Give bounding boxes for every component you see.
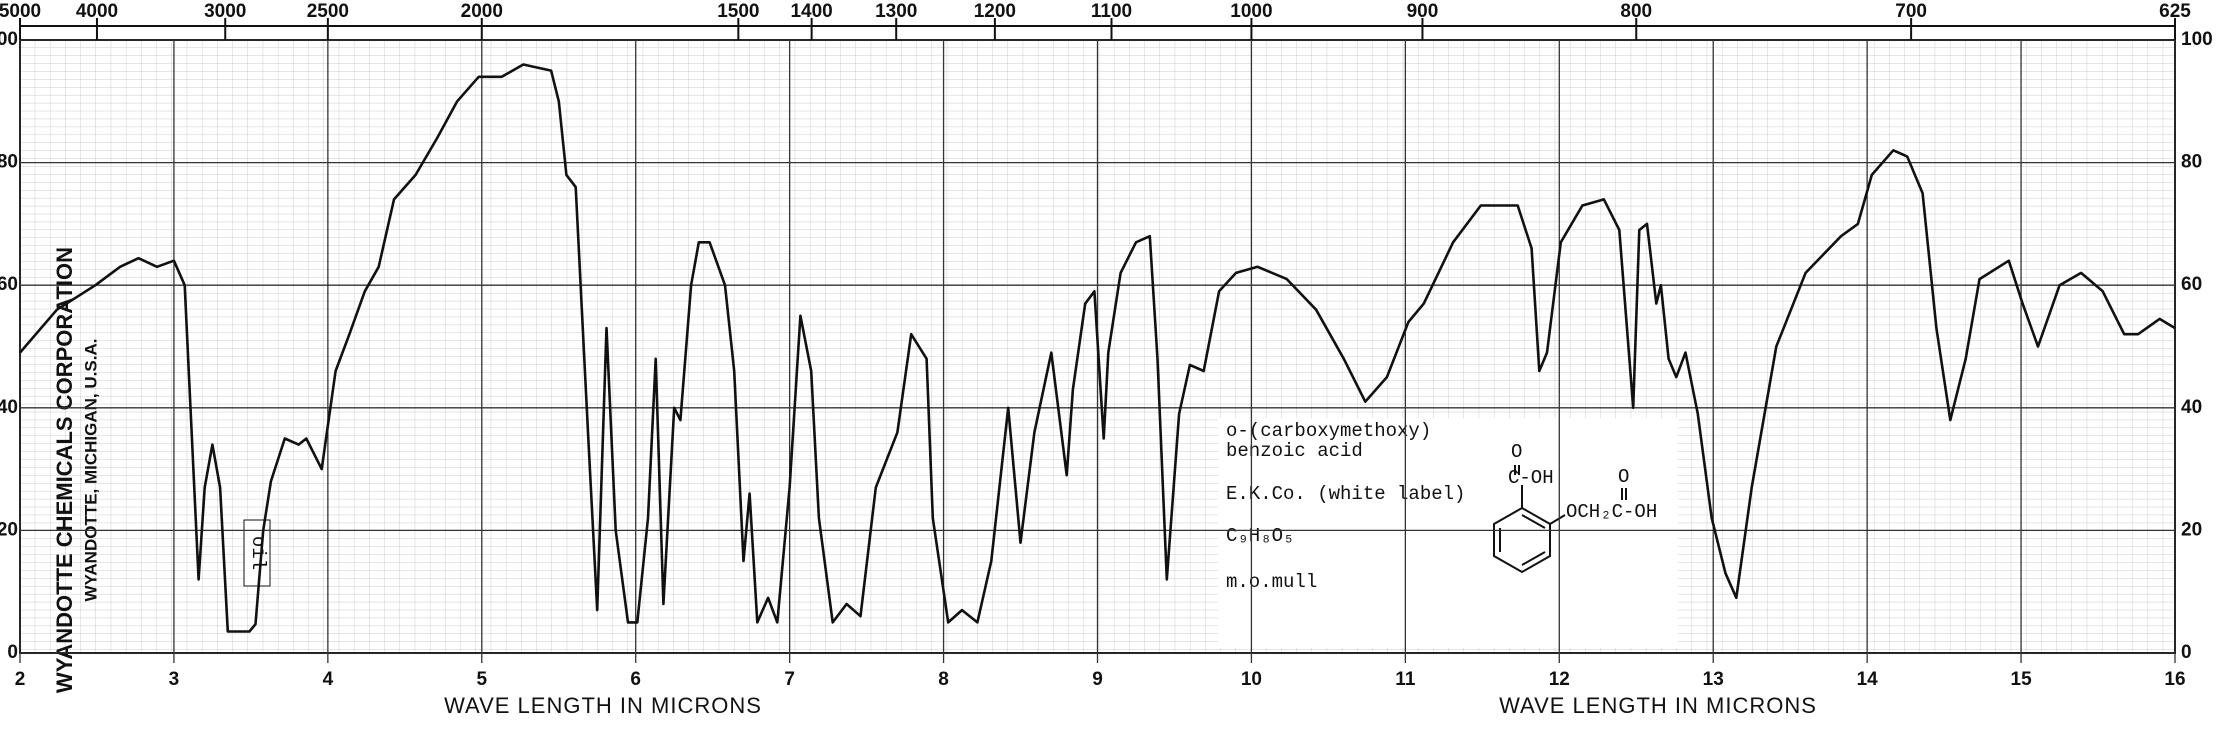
x-tick-label: 5	[476, 669, 487, 690]
x-tick-label: 3	[169, 669, 180, 690]
x-tick-label: 9	[1092, 669, 1103, 690]
spectrum-line	[19, 63, 2176, 633]
solvent-label: oil	[247, 536, 269, 570]
x2-tick-label: 5000	[0, 1, 41, 22]
x-tick-label: 4	[323, 669, 334, 690]
x-tick-label: 14	[1857, 669, 1879, 690]
y-tick-label: 0	[2181, 642, 2192, 663]
x2-tick-label: 700	[1895, 1, 1927, 22]
annotation-panel	[1218, 418, 1678, 648]
structure-label: C-OH	[1508, 467, 1554, 489]
x-axis-label: WAVE LENGTH IN MICRONS	[444, 693, 762, 718]
y-tick-label: 100	[0, 29, 18, 50]
x2-tick-label: 1400	[790, 1, 832, 22]
y-tick-label: 100	[2181, 29, 2213, 50]
y-tick-label: 40	[0, 397, 18, 418]
x2-tick-label: 3000	[204, 1, 246, 22]
y-tick-label: 60	[0, 274, 18, 295]
x-tick-label: 10	[1241, 669, 1262, 690]
bond	[1549, 514, 1566, 525]
compound-name: benzoic acid	[1226, 440, 1363, 462]
x-tick-label: 11	[1395, 669, 1416, 690]
y-tick-label: 60	[2181, 274, 2202, 295]
formula: C₉H₈O₅	[1226, 525, 1294, 547]
ring-bond	[1521, 514, 1546, 529]
y-tick-label: 0	[7, 642, 18, 663]
x2-tick-label: 2500	[307, 1, 349, 22]
x2-tick-label: 625	[2159, 1, 2191, 22]
x2-tick-label: 1200	[974, 1, 1016, 22]
x2-tick-label: 2000	[461, 1, 503, 22]
phase: m.o.mull	[1226, 571, 1317, 593]
structure-label: OCH₂C-OH	[1566, 501, 1657, 523]
x-tick-label: 2	[15, 669, 26, 690]
source: E.K.Co. (white label)	[1226, 483, 1465, 505]
x-tick-label: 7	[784, 669, 795, 690]
x-tick-label: 12	[1549, 669, 1570, 690]
x-tick-label: 8	[938, 669, 949, 690]
x-tick-label: 15	[2011, 669, 2033, 690]
location: WYANDOTTE, MICHIGAN, U.S.A.	[81, 339, 100, 602]
y-tick-label: 80	[0, 152, 18, 173]
x-tick-label: 6	[630, 669, 641, 690]
y-tick-label: 20	[2181, 519, 2202, 540]
y-tick-label: 20	[0, 519, 18, 540]
x2-tick-label: 900	[1407, 1, 1439, 22]
structure-label: O	[1618, 466, 1629, 488]
x2-tick-label: 800	[1620, 1, 1652, 22]
x2-tick-label: 4000	[76, 1, 118, 22]
x2-tick-label: 1000	[1230, 1, 1272, 22]
x2-tick-label: 1100	[1091, 1, 1132, 22]
x-tick-label: 16	[2164, 669, 2185, 690]
ring-bond	[1521, 551, 1546, 566]
y-tick-label: 40	[2181, 397, 2202, 418]
compound-name: o-(carboxymethoxy)	[1226, 420, 1431, 442]
y-tick-label: 80	[2181, 152, 2202, 173]
x-tick-label: 13	[1703, 669, 1724, 690]
x-axis-label: WAVE LENGTH IN MICRONS	[1499, 693, 1817, 718]
structure	[1493, 465, 1627, 574]
corporation: WYANDOTTE CHEMICALS CORPORATION	[52, 247, 77, 693]
x2-tick-label: 1500	[717, 1, 759, 22]
x2-tick-label: 1300	[875, 1, 917, 22]
structure-label: O	[1511, 441, 1522, 463]
